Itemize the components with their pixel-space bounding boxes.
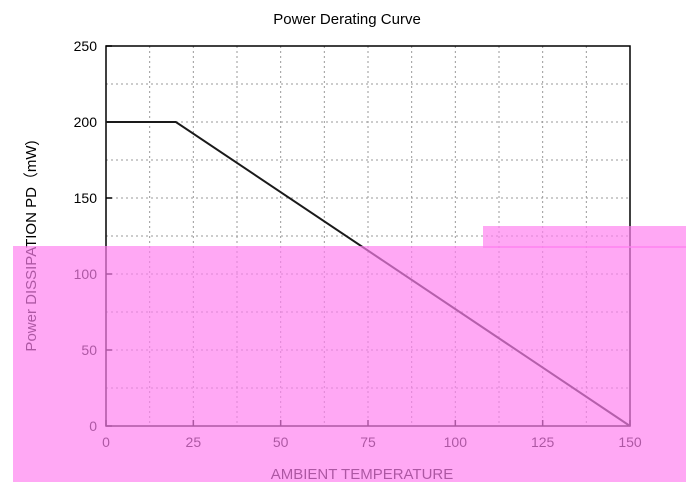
chart-title: Power Derating Curve xyxy=(273,11,421,28)
y-tick-label: 50 xyxy=(81,342,97,358)
x-ticks: 0 25 50 75 100 125 150 xyxy=(102,420,642,450)
x-tick-label: 150 xyxy=(618,434,642,450)
y-tick-label: 150 xyxy=(74,190,98,206)
x-tick-label: 0 xyxy=(102,434,110,450)
y-tick-label: 200 xyxy=(74,114,98,130)
y-tick-label: 250 xyxy=(74,38,98,54)
x-tick-label: 75 xyxy=(360,434,376,450)
x-tick-label: 25 xyxy=(186,434,202,450)
y-tick-label: 100 xyxy=(74,266,98,282)
grid-lines xyxy=(106,46,630,426)
x-tick-label: 100 xyxy=(444,434,468,450)
y-axis-label: Power DISSIPATION PD（mW) xyxy=(23,140,40,351)
x-tick-label: 125 xyxy=(531,434,555,450)
y-tick-label: 0 xyxy=(89,418,97,434)
x-axis-label: AMBIENT TEMPERATURE xyxy=(271,466,454,483)
x-tick-label: 50 xyxy=(273,434,289,450)
